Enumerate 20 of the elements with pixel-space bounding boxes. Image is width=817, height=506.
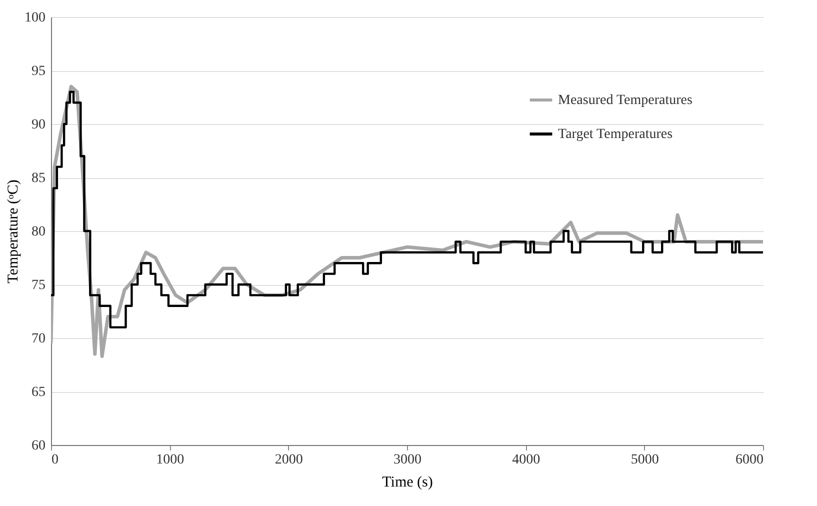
x-tick-label: 3000 xyxy=(394,452,422,468)
x-tick-label: 6000 xyxy=(736,452,764,468)
x-tick-label: 2000 xyxy=(274,452,303,468)
y-axis-title: Temperature (ᵒC) xyxy=(6,180,22,284)
y-tick-label: 60 xyxy=(32,438,46,454)
y-tick-label: 65 xyxy=(32,385,46,400)
y-tick-label: 80 xyxy=(32,224,46,240)
x-tick-label: 4000 xyxy=(512,452,540,468)
y-tick-label: 75 xyxy=(32,278,46,293)
y-tick-label: 100 xyxy=(24,10,46,26)
legend-label: Target Temperatures xyxy=(558,127,673,142)
x-tick-label: 1000 xyxy=(156,452,184,468)
x-axis-title: Time (s) xyxy=(382,474,433,490)
y-tick-label: 70 xyxy=(32,332,46,346)
y-tick-label: 95 xyxy=(32,64,46,79)
legend-label: Measured Temperatures xyxy=(558,93,692,108)
y-tick-label: 85 xyxy=(32,171,46,186)
y-tick-label: 90 xyxy=(32,118,46,132)
x-tick-label: 5000 xyxy=(630,452,659,468)
x-tick-label: 0 xyxy=(52,452,58,468)
